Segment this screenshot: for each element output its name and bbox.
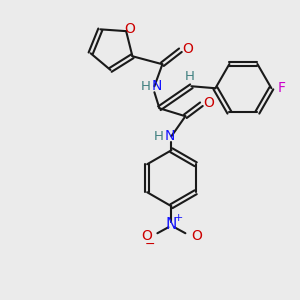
Text: N: N bbox=[164, 129, 175, 143]
Text: O: O bbox=[203, 96, 214, 110]
Text: −: − bbox=[145, 238, 156, 251]
Text: +: + bbox=[174, 213, 183, 223]
Text: F: F bbox=[278, 81, 285, 95]
Text: O: O bbox=[125, 22, 136, 36]
Text: H: H bbox=[140, 80, 150, 93]
Text: H: H bbox=[154, 130, 163, 143]
Text: N: N bbox=[151, 79, 162, 93]
Text: O: O bbox=[182, 42, 193, 56]
Text: H: H bbox=[184, 70, 194, 83]
Text: O: O bbox=[141, 229, 152, 243]
Text: N: N bbox=[166, 217, 177, 232]
Text: O: O bbox=[191, 229, 202, 243]
